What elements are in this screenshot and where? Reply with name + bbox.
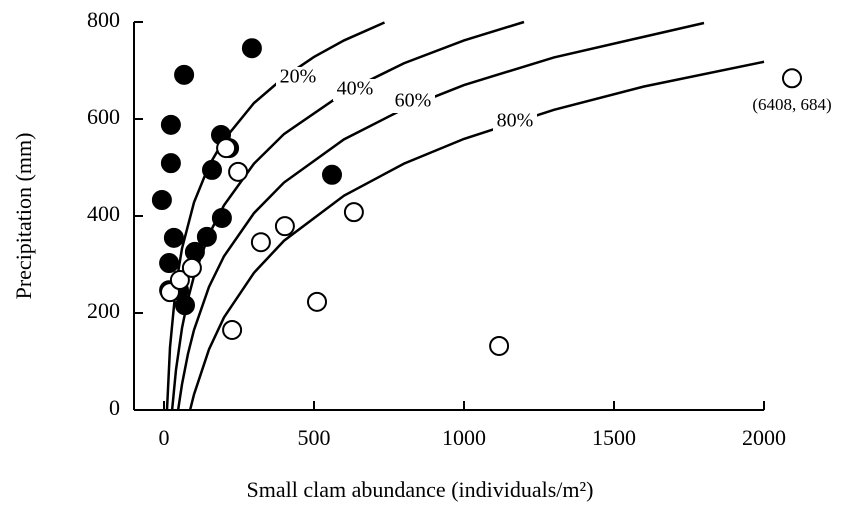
curve-label-bg <box>391 91 435 113</box>
data-point <box>181 257 202 278</box>
data-point <box>216 138 237 159</box>
y-tick-label: 400 <box>87 201 120 226</box>
threshold-curve <box>188 60 765 411</box>
data-point <box>322 164 342 185</box>
data-point <box>211 207 232 228</box>
data-point <box>169 270 190 291</box>
data-point <box>228 161 249 182</box>
curve-label-bg <box>493 111 537 133</box>
curve-label-bg <box>333 79 377 101</box>
y-axis-label: Precipitation (mm) <box>11 133 36 300</box>
outlier-point <box>782 68 802 89</box>
x-tick-label: 0 <box>159 425 170 450</box>
x-tick-label: 2000 <box>742 425 786 450</box>
data-point <box>160 153 181 174</box>
data-point <box>489 335 510 356</box>
x-tick-label: 1500 <box>592 425 636 450</box>
outlier-label: (6408, 684) <box>752 95 831 114</box>
y-tick-label: 200 <box>87 298 120 323</box>
y-tick-label: 800 <box>87 7 120 32</box>
threshold-curve <box>170 20 525 411</box>
curve-label: 20% <box>280 66 317 88</box>
data-point <box>307 291 327 312</box>
curve-label: 60% <box>395 90 432 112</box>
x-tick-label: 1000 <box>442 425 486 450</box>
data-point <box>202 159 222 180</box>
data-point <box>184 241 205 262</box>
data-point <box>250 232 271 253</box>
data-point <box>274 216 295 237</box>
data-point <box>343 202 364 223</box>
data-point <box>163 227 184 248</box>
data-point <box>160 114 181 135</box>
y-tick-label: 0 <box>109 395 120 420</box>
data-point <box>175 295 195 316</box>
curve-label: 40% <box>337 78 374 100</box>
data-point <box>222 319 243 340</box>
data-point <box>174 64 195 85</box>
data-point <box>159 253 180 274</box>
curve-label-bg <box>276 67 320 89</box>
x-tick-label: 500 <box>298 425 331 450</box>
data-point <box>241 38 262 59</box>
curve-label: 80% <box>497 110 534 132</box>
data-point <box>151 189 172 210</box>
threshold-curve <box>176 21 705 411</box>
x-axis-label: Small clam abundance (individuals/m²) <box>247 477 594 502</box>
y-tick-label: 600 <box>87 104 120 129</box>
data-point <box>196 226 217 247</box>
